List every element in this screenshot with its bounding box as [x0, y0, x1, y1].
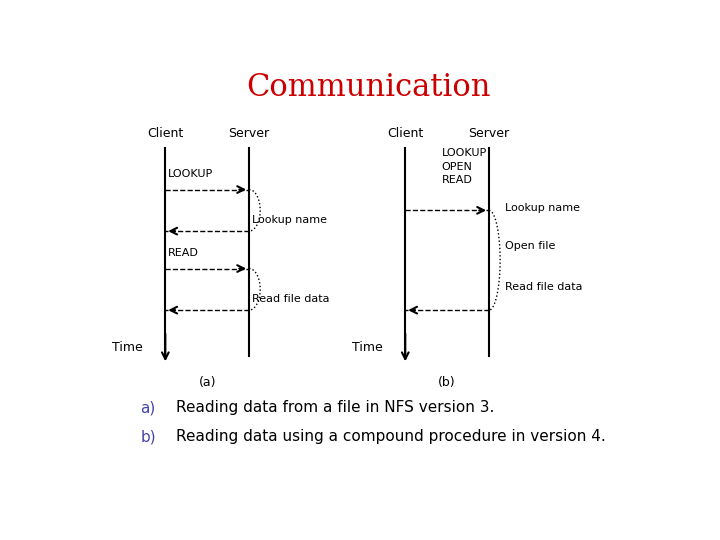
- Text: Time: Time: [352, 341, 383, 354]
- Text: Read file data: Read file data: [252, 294, 329, 304]
- Text: Server: Server: [228, 127, 269, 140]
- Text: Lookup name: Lookup name: [505, 203, 580, 213]
- Text: Client: Client: [147, 127, 184, 140]
- Text: a): a): [140, 400, 156, 415]
- Text: Communication: Communication: [247, 72, 491, 103]
- Text: Server: Server: [469, 127, 510, 140]
- Text: LOOKUP
OPEN
READ: LOOKUP OPEN READ: [441, 148, 487, 185]
- Text: Time: Time: [112, 341, 143, 354]
- Text: Client: Client: [387, 127, 423, 140]
- Text: Lookup name: Lookup name: [252, 215, 327, 225]
- Text: Reading data from a file in NFS version 3.: Reading data from a file in NFS version …: [176, 400, 495, 415]
- Text: Reading data using a compound procedure in version 4.: Reading data using a compound procedure …: [176, 429, 606, 444]
- Text: (a): (a): [199, 376, 216, 389]
- Text: (b): (b): [438, 376, 456, 389]
- Text: Read file data: Read file data: [505, 282, 582, 292]
- Text: LOOKUP: LOOKUP: [168, 169, 213, 179]
- Text: Open file: Open file: [505, 241, 555, 251]
- Text: READ: READ: [168, 248, 199, 258]
- Text: b): b): [140, 429, 156, 444]
